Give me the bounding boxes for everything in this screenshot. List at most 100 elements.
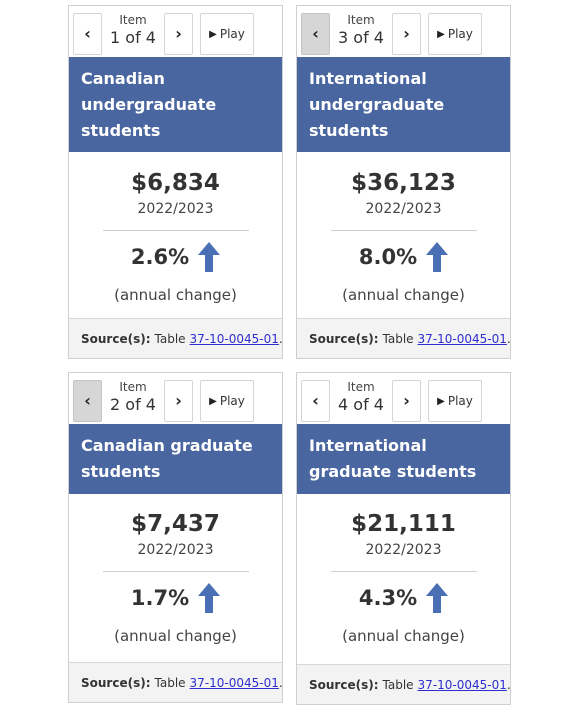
arrow-up-icon — [426, 242, 449, 272]
source-suffix: . — [506, 677, 511, 692]
next-button[interactable]: › — [392, 380, 421, 422]
source-prefix: Table — [382, 677, 414, 692]
academic-year: 2022/2023 — [365, 542, 442, 558]
item-label: Item — [119, 380, 147, 394]
previous-button[interactable]: ‹ — [73, 380, 102, 422]
annual-change-value: 4.3% — [358, 586, 418, 610]
card-body: $6,834 2022/2023 2.6% (annual change) — [69, 152, 282, 334]
item-position: 3 of 4 — [338, 28, 384, 47]
source-suffix: . — [278, 331, 283, 346]
annual-change-note: (annual change) — [114, 286, 237, 304]
source-prefix: Table — [154, 675, 186, 690]
play-button[interactable]: ▶ Play — [428, 13, 482, 55]
carousel-controls: ‹ Item 2 of 4 › ▶ Play — [69, 373, 282, 424]
source-label: Source(s): — [309, 331, 379, 346]
play-label: Play — [219, 27, 245, 41]
item-position: 1 of 4 — [110, 28, 156, 47]
play-icon: ▶ — [437, 395, 445, 407]
next-button[interactable]: › — [164, 380, 193, 422]
tuition-amount: $36,123 — [351, 170, 456, 196]
play-label: Play — [219, 394, 245, 408]
play-button[interactable]: ▶ Play — [428, 380, 482, 422]
item-counter: Item 4 of 4 — [330, 380, 392, 415]
arrow-up-icon — [426, 583, 449, 613]
source-table-link[interactable]: 37-10-0045-01 — [417, 677, 507, 692]
next-button[interactable]: › — [164, 13, 193, 55]
source-footer: Source(s): Table 37-10-0045-01 . — [69, 662, 283, 702]
tuition-amount: $21,111 — [351, 511, 456, 537]
previous-button[interactable]: ‹ — [73, 13, 102, 55]
card-title: International undergraduate students — [297, 57, 510, 152]
divider — [330, 571, 477, 572]
carousel-controls: ‹ Item 1 of 4 › ▶ Play — [69, 6, 282, 57]
item-counter: Item 2 of 4 — [102, 380, 164, 415]
chevron-left-icon: ‹ — [312, 24, 319, 43]
annual-change-value: 8.0% — [358, 245, 418, 269]
academic-year: 2022/2023 — [137, 542, 214, 558]
play-icon: ▶ — [209, 28, 217, 40]
stat-card-canadian-graduate: ‹ Item 2 of 4 › ▶ Play Canadian graduate … — [68, 372, 283, 703]
source-footer: Source(s): Table 37-10-0045-01 . — [69, 318, 283, 358]
annual-change-note: (annual change) — [342, 627, 465, 645]
item-label: Item — [347, 380, 375, 394]
source-suffix: . — [506, 331, 511, 346]
play-icon: ▶ — [437, 28, 445, 40]
card-title: Canadian graduate students — [69, 424, 282, 494]
source-label: Source(s): — [309, 677, 379, 692]
change-row: 8.0% — [297, 240, 510, 274]
source-prefix: Table — [154, 331, 186, 346]
chevron-right-icon: › — [403, 24, 410, 43]
divider — [102, 230, 249, 231]
change-row: 1.7% — [69, 581, 282, 615]
annual-change-note: (annual change) — [114, 627, 237, 645]
source-prefix: Table — [382, 331, 414, 346]
card-title: International graduate students — [297, 424, 510, 494]
chevron-right-icon: › — [175, 391, 182, 410]
play-label: Play — [447, 394, 473, 408]
tuition-amount: $6,834 — [131, 170, 220, 196]
play-button[interactable]: ▶ Play — [200, 13, 254, 55]
annual-change-value: 1.7% — [130, 586, 190, 610]
carousel-controls: ‹ Item 3 of 4 › ▶ Play — [297, 6, 510, 57]
play-label: Play — [447, 27, 473, 41]
source-footer: Source(s): Table 37-10-0045-01 . — [297, 664, 511, 704]
item-position: 4 of 4 — [338, 395, 384, 414]
play-button[interactable]: ▶ Play — [200, 380, 254, 422]
stat-card-international-graduate: ‹ Item 4 of 4 › ▶ Play International grad… — [296, 372, 511, 705]
arrow-up-icon — [198, 583, 221, 613]
next-button[interactable]: › — [392, 13, 421, 55]
academic-year: 2022/2023 — [137, 201, 214, 217]
chevron-right-icon: › — [403, 391, 410, 410]
tuition-amount: $7,437 — [131, 511, 220, 537]
source-table-link[interactable]: 37-10-0045-01 — [189, 331, 279, 346]
annual-change-value: 2.6% — [130, 245, 190, 269]
source-footer: Source(s): Table 37-10-0045-01 . — [297, 318, 511, 358]
divider — [102, 571, 249, 572]
card-body: $36,123 2022/2023 8.0% (annual change) — [297, 152, 510, 334]
change-row: 2.6% — [69, 240, 282, 274]
item-position: 2 of 4 — [110, 395, 156, 414]
source-label: Source(s): — [81, 675, 151, 690]
item-counter: Item 1 of 4 — [102, 13, 164, 48]
item-label: Item — [119, 13, 147, 27]
arrow-up-icon — [198, 242, 221, 272]
chevron-left-icon: ‹ — [312, 391, 319, 410]
change-row: 4.3% — [297, 581, 510, 615]
carousel-controls: ‹ Item 4 of 4 › ▶ Play — [297, 373, 510, 424]
source-suffix: . — [278, 675, 283, 690]
chevron-right-icon: › — [175, 24, 182, 43]
item-counter: Item 3 of 4 — [330, 13, 392, 48]
previous-button[interactable]: ‹ — [301, 13, 330, 55]
card-title: Canadian undergraduate students — [69, 57, 282, 152]
chevron-left-icon: ‹ — [84, 24, 91, 43]
source-table-link[interactable]: 37-10-0045-01 — [417, 331, 507, 346]
divider — [330, 230, 477, 231]
chevron-left-icon: ‹ — [84, 391, 91, 410]
stat-card-international-undergraduate: ‹ Item 3 of 4 › ▶ Play International unde… — [296, 5, 511, 359]
stat-card-canadian-undergraduate: ‹ Item 1 of 4 › ▶ Play Canadian undergrad… — [68, 5, 283, 359]
annual-change-note: (annual change) — [342, 286, 465, 304]
academic-year: 2022/2023 — [365, 201, 442, 217]
previous-button[interactable]: ‹ — [301, 380, 330, 422]
source-table-link[interactable]: 37-10-0045-01 — [189, 675, 279, 690]
card-body: $21,111 2022/2023 4.3% (annual change) — [297, 494, 510, 661]
